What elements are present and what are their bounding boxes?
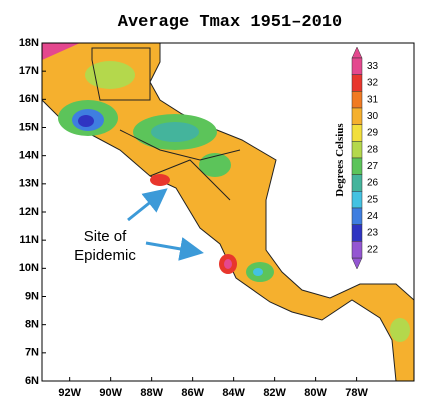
colorbar-tick-label: 23	[367, 228, 379, 239]
lat-tick-label: 8N	[25, 319, 39, 331]
arrow	[145, 237, 204, 261]
lon-tick-label: 80W	[304, 387, 327, 399]
colorbar-tick-label: 27	[367, 161, 379, 172]
lat-tick-label: 11N	[19, 234, 39, 246]
lon-tick-label: 84W	[222, 387, 245, 399]
colorbar-label: Degrees Celsius	[334, 123, 346, 197]
lat-tick-label: 10N	[19, 262, 39, 274]
lon-tick-label: 90W	[99, 387, 122, 399]
colorbar-box	[351, 57, 363, 75]
lat-tick-label: 6N	[25, 375, 39, 387]
lat-tick-label: 12N	[19, 206, 39, 218]
lon-tick-label: 82W	[263, 387, 286, 399]
colorbar-tick-label: 26	[367, 178, 379, 189]
lat-tick-label: 16N	[19, 93, 39, 105]
colorbar-tick-label: 25	[367, 194, 379, 205]
lat-tick-label: 9N	[25, 290, 39, 302]
lat-tick-label: 17N	[19, 65, 39, 77]
lon-tick-label: 86W	[181, 387, 204, 399]
colorbar-box	[351, 124, 363, 142]
colorbar-box	[351, 207, 363, 225]
colorbar-box	[351, 91, 363, 109]
colorbar-box	[351, 241, 363, 259]
colorbar-tick-label: 22	[367, 244, 379, 255]
annotation: Epidemic	[74, 247, 136, 264]
colorbar-tick-label: 32	[367, 78, 379, 89]
annotation: Site of	[84, 228, 127, 245]
lat-tick-label: 14N	[19, 150, 39, 162]
colorbar-tick-label: 30	[367, 111, 379, 122]
colorbar-box	[351, 74, 363, 92]
colorbar-box	[351, 107, 363, 125]
colorbar-box	[351, 191, 363, 209]
lon-tick-label: 88W	[140, 387, 163, 399]
colorbar-box	[351, 224, 363, 242]
colorbar-tick-label: 29	[367, 128, 379, 139]
lat-tick-label: 13N	[19, 178, 39, 190]
lon-tick-label: 92W	[58, 387, 81, 399]
arrow	[127, 188, 168, 222]
colorbar-box	[351, 174, 363, 192]
lat-tick-label: 18N	[19, 37, 39, 49]
colorbar-tick-label: 33	[367, 61, 379, 72]
colorbar-box	[351, 141, 363, 159]
title: Average Tmax 1951–2010	[118, 13, 342, 32]
temperature-field	[42, 43, 414, 381]
colorbar-tick-label: 24	[367, 211, 379, 222]
colorbar-box	[351, 157, 363, 175]
lat-tick-label: 15N	[19, 121, 39, 133]
colorbar-tick-label: 31	[367, 94, 379, 105]
lon-tick-label: 78W	[345, 387, 368, 399]
lat-tick-label: 7N	[25, 347, 39, 359]
colorbar-tick-label: 28	[367, 144, 379, 155]
